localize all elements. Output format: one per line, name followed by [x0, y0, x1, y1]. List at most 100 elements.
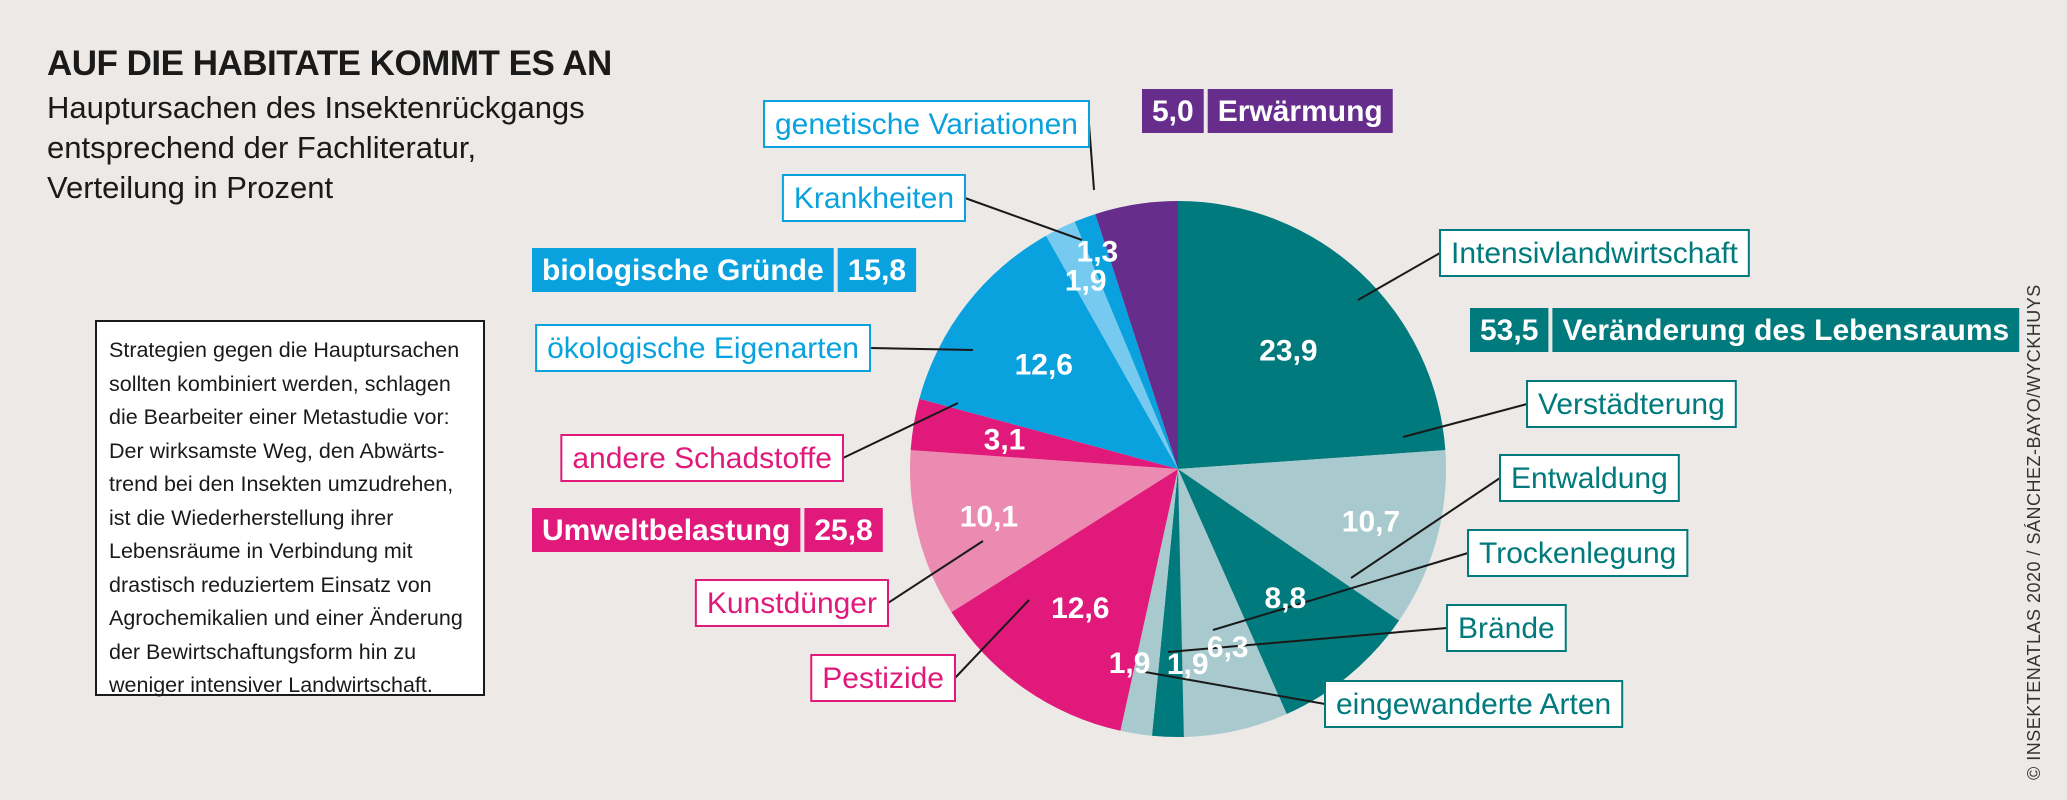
category-label-box-andere-schadstoffe — [560, 434, 844, 482]
slice-intensivlandwirtschaft — [1178, 201, 1446, 469]
source-credit: © INSEKTENATLAS 2020 / SÁNCHEZ-BAYO/WYCK… — [2024, 284, 2044, 780]
slice-braende — [1151, 469, 1184, 738]
category-label-oekologische-eigenarten: ökologische Eigenarten — [547, 332, 859, 365]
slice-category-labels: Intensivlandwirtschaft Verstädterung Entwa… — [535, 100, 1750, 728]
group-badge-cell — [804, 508, 883, 552]
note-line: Lebensräume in Verbindung mit — [109, 539, 413, 563]
group-veraenderung-des-lebensraums-name: Veränderung des Lebensraums — [1562, 314, 2009, 347]
group-badge-cell — [1207, 89, 1393, 133]
value-label-verstaedterung: 10,7 — [1342, 505, 1400, 538]
strategy-note: Strategien gegen die Hauptursachen sollt… — [95, 320, 485, 697]
leader-line-intensivlandwirtschaft — [1357, 252, 1441, 301]
group-total-labels: 53,5 Veränderung des Lebensraums Umweltbel… — [532, 89, 2020, 552]
note-line: ist die Wiederherstellung ihrer — [109, 505, 394, 530]
group-badge-cell — [532, 508, 801, 552]
leader-line-krankheiten — [964, 197, 1083, 241]
chart-subtitle: Hauptursachen des Insektenrückgangs ents… — [47, 88, 607, 208]
category-label-box-krankheiten — [781, 174, 966, 222]
value-label-krankheiten: 1,9 — [1065, 264, 1107, 297]
category-label-box-eingewanderte-arten — [1324, 680, 1624, 728]
slice-value-labels: 23,910,78,86,31,91,912,610,13,112,61,91,… — [960, 235, 1400, 680]
leader-lines — [842, 123, 1528, 705]
category-label-box-trockenlegung — [1467, 529, 1689, 577]
value-label-entwaldung: 8,8 — [1265, 582, 1307, 615]
value-label-genetische-variationen: 1,3 — [1077, 235, 1119, 268]
group-badge-cell — [1552, 308, 2020, 352]
leader-line-trockenlegung — [1212, 552, 1469, 631]
subtitle-line: entsprechend der Fachliteratur, — [47, 130, 477, 165]
category-label-genetische-variationen: genetische Variationen — [775, 108, 1078, 141]
group-badge-cell — [837, 248, 917, 292]
group-erwaermung-total: 5,0 — [1152, 95, 1194, 128]
note-line: Strategien gegen die Hauptursachen — [109, 338, 460, 362]
group-badge-cell — [1470, 308, 1549, 352]
category-label-pestizide: Pestizide — [822, 662, 944, 695]
group-biologische-gruende-name: biologische Gründe — [542, 254, 824, 287]
slice-entwaldung — [1178, 469, 1400, 714]
category-label-braende: Brände — [1458, 612, 1555, 645]
note-line: drastisch reduziertem Einsatz von — [109, 572, 432, 597]
value-label-kunstduenger: 10,1 — [960, 501, 1018, 534]
category-label-box-kunstduenger — [694, 579, 889, 627]
slice-kunstduenger — [910, 450, 1178, 613]
note-line: die Bearbeiter einer Metastudie vor: — [109, 405, 450, 429]
slice-pestizide — [951, 469, 1178, 731]
pie-slices — [910, 201, 1446, 738]
note-line: weniger intensiver Landwirtschaft. — [109, 673, 433, 697]
category-label-box-braende — [1446, 604, 1567, 652]
category-label-krankheiten: Krankheiten — [794, 182, 954, 215]
note-line: sollten kombiniert werden, schlagen — [109, 371, 451, 396]
category-label-kunstduenger: Kunstdünger — [707, 587, 877, 620]
category-label-intensivlandwirtschaft: Intensivlandwirtschaft — [1451, 237, 1738, 270]
category-label-box-intensivlandwirtschaft — [1439, 229, 1750, 277]
value-label-trockenlegung: 6,3 — [1207, 631, 1249, 664]
group-umweltbelastung-name: Umweltbelastung — [542, 514, 790, 547]
note-line: trend bei den Insekten umzudrehen, — [109, 472, 454, 496]
chart-title: AUF DIE HABITATE KOMMT ES AN — [47, 44, 612, 83]
leader-line-entwaldung — [1350, 477, 1501, 579]
value-label-pestizide: 12,6 — [1051, 592, 1109, 625]
leader-line-verstaedterung — [1402, 403, 1528, 438]
group-erwaermung-name: Erwärmung — [1218, 95, 1383, 128]
slice-oekologische-eigenarten — [919, 235, 1178, 469]
value-label-eingewanderte-arten: 1,9 — [1109, 647, 1151, 680]
category-label-box-entwaldung — [1499, 454, 1680, 502]
leader-line-eingewanderte-arten — [1144, 671, 1326, 705]
category-label-verstaedterung: Verstädterung — [1538, 388, 1725, 421]
category-label-box-genetische-variationen — [763, 100, 1090, 148]
group-veraenderung-des-lebensraums-total: 53,5 — [1480, 314, 1538, 347]
value-label-oekologische-eigenarten: 12,6 — [1015, 349, 1073, 382]
value-label-andere-schadstoffe: 3,1 — [984, 424, 1026, 457]
group-badge-cell — [1142, 89, 1204, 133]
group-biologische-gruende-total: 15,8 — [848, 254, 906, 287]
note-line: Der wirksamste Weg, den Abwärts- — [109, 438, 445, 463]
category-label-entwaldung: Entwaldung — [1511, 462, 1668, 495]
slice-genetische-variationen — [1074, 214, 1178, 469]
category-label-trockenlegung: Trockenlegung — [1479, 537, 1676, 570]
note-line: Agrochemikalien und einer Änderung — [109, 606, 463, 630]
leader-line-andere-schadstoffe — [842, 402, 959, 459]
slice-trockenlegung — [1178, 469, 1287, 737]
value-label-intensivlandwirtschaft: 23,9 — [1259, 335, 1317, 368]
category-label-box-oekologische-eigenarten — [535, 324, 871, 372]
value-label-braende: 1,9 — [1167, 648, 1209, 681]
group-umweltbelastung-total: 25,8 — [814, 514, 872, 547]
leader-line-pestizide — [954, 599, 1030, 679]
category-label-box-verstaedterung — [1526, 380, 1737, 428]
leader-line-braende — [1167, 627, 1448, 653]
category-label-andere-schadstoffe: andere Schadstoffe — [572, 442, 832, 475]
leader-line-kunstduenger — [887, 540, 984, 604]
category-label-box-pestizide — [810, 654, 956, 702]
category-label-eingewanderte-arten: eingewanderte Arten — [1336, 688, 1611, 721]
slice-andere-schadstoffe — [910, 398, 1178, 469]
slice-erwaermung — [1095, 201, 1178, 469]
slice-eingewanderte-arten — [1120, 469, 1178, 736]
note-line: der Bewirtschaftungsform hin zu — [109, 639, 417, 664]
slice-krankheiten — [1046, 221, 1178, 469]
leader-line-oekologische-eigenarten — [869, 347, 974, 351]
subtitle-line: Hauptursachen des Insektenrückgangs — [47, 90, 585, 125]
subtitle-line: Verteilung in Prozent — [47, 170, 334, 205]
slice-verstaedterung — [1178, 450, 1446, 621]
group-badge-cell — [532, 248, 834, 292]
